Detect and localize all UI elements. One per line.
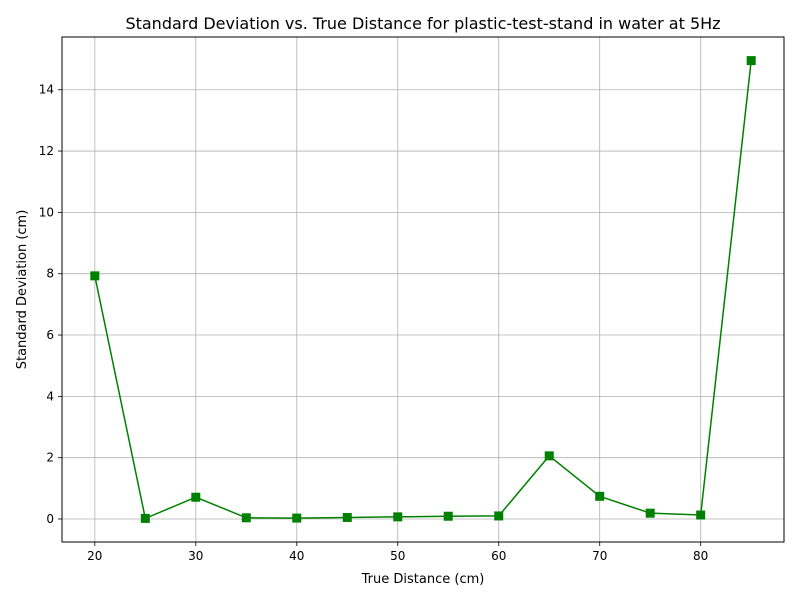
y-tick-label: 14 [39, 83, 54, 97]
y-tick-label: 4 [46, 389, 54, 403]
data-point-marker [241, 513, 251, 523]
data-point-marker [140, 513, 150, 523]
data-point-marker [191, 492, 201, 502]
x-axis-label: True Distance (cm) [361, 572, 485, 587]
y-tick-label: 10 [39, 205, 54, 219]
x-tick-label: 30 [188, 549, 203, 563]
x-tick-label: 50 [390, 549, 405, 563]
grid [62, 37, 784, 542]
x-tick-label: 80 [693, 549, 708, 563]
plot-frame [61, 36, 785, 543]
y-tick-label: 0 [46, 512, 54, 526]
data-point-marker [342, 512, 352, 522]
data-point-marker [595, 491, 605, 501]
data-point-marker [746, 56, 756, 66]
data-point-marker [292, 513, 302, 523]
x-tick-label: 20 [87, 549, 102, 563]
y-tick-label: 12 [39, 144, 54, 158]
data-point-marker [645, 508, 655, 518]
x-tick-label: 40 [289, 549, 304, 563]
y-tick-label: 2 [46, 451, 54, 465]
x-tick-label: 70 [592, 549, 607, 563]
data-point-marker [696, 510, 706, 520]
data-point-marker [443, 511, 453, 521]
series-layer [90, 56, 756, 523]
data-point-marker [90, 271, 100, 281]
series-line [94, 60, 752, 520]
y-tick-label: 6 [46, 328, 54, 342]
data-point-marker [393, 512, 403, 522]
chart-title: Standard Deviation vs. True Distance for… [125, 14, 720, 33]
data-point-marker [494, 511, 504, 521]
y-axis-label: Standard Deviation (cm) [15, 210, 30, 370]
x-tick-label: 60 [491, 549, 506, 563]
ticks: 20 30 40 50 60 70 80 0 2 4 6 8 10 12 14 [39, 83, 709, 563]
data-point-marker [544, 451, 554, 461]
y-tick-label: 8 [46, 267, 54, 281]
